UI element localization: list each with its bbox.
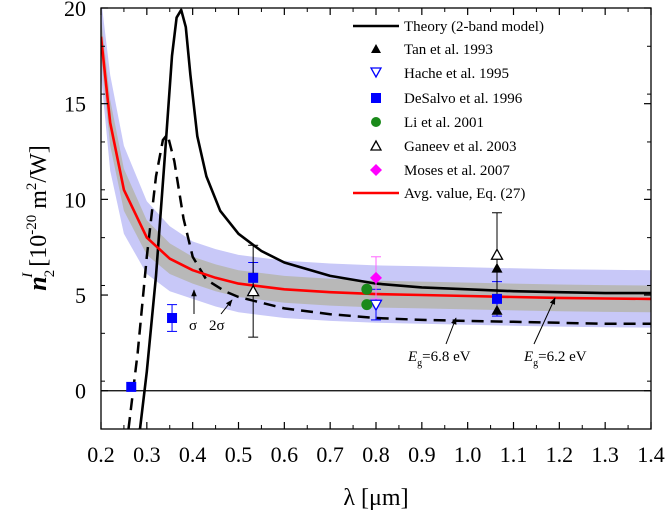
y-tick-label: 20 bbox=[64, 0, 86, 21]
data-point-ganeev bbox=[490, 248, 504, 260]
legend-label-li: Li et al. 2001 bbox=[404, 115, 484, 131]
legend-label-theory: Theory (2-band model) bbox=[404, 19, 544, 35]
data-point-desalvo bbox=[492, 293, 502, 304]
series-theory-line bbox=[137, 8, 651, 429]
confidence-bands bbox=[101, 8, 651, 328]
data-point-desalvo bbox=[248, 272, 259, 283]
legend-marker-li bbox=[371, 117, 381, 127]
eg-6-2-label: Eg=6.2 eV bbox=[523, 349, 587, 369]
x-tick-label: 0.9 bbox=[408, 442, 436, 467]
x-tick-label: 0.3 bbox=[133, 442, 161, 467]
annotations: σ 2σ Eg=6.8 eV Eg=6.2 eV bbox=[189, 289, 587, 369]
y-tick-label: 10 bbox=[64, 187, 86, 212]
legend-label-avg: Avg. value, Eq. (27) bbox=[404, 186, 525, 202]
y-tick-label: 5 bbox=[75, 283, 86, 308]
data-point-desalvo bbox=[167, 313, 178, 324]
x-tick-label: 0.5 bbox=[225, 442, 253, 467]
x-tick-label: 1.2 bbox=[546, 442, 574, 467]
legend-label-ganeev: Ganeev et al. 2003 bbox=[404, 139, 516, 155]
y-tick-label: 0 bbox=[75, 379, 86, 404]
two-sigma-annotation: 2σ bbox=[209, 318, 225, 334]
curves bbox=[101, 8, 651, 429]
x-tick-label: 0.4 bbox=[179, 442, 207, 467]
legend-label-tan: Tan et al. 1993 bbox=[404, 42, 493, 58]
legend-label-moses: Moses et al. 2007 bbox=[404, 163, 510, 179]
x-tick-label: 0.8 bbox=[362, 442, 390, 467]
series-avg-line bbox=[101, 36, 651, 301]
series-theory-dashed-line bbox=[127, 133, 651, 429]
legend-marker-tan bbox=[371, 44, 381, 53]
x-tick-label: 1.4 bbox=[637, 442, 665, 467]
eg-6-2-arrow bbox=[533, 297, 556, 345]
data-point-li bbox=[361, 283, 373, 295]
sigma-annotation: σ bbox=[189, 318, 197, 334]
data-point-li bbox=[361, 299, 373, 311]
data-point-tan bbox=[491, 262, 503, 273]
two-sigma-arrow bbox=[220, 299, 233, 315]
data-point-hache bbox=[369, 299, 383, 312]
x-tick-label: 0.2 bbox=[87, 442, 115, 467]
x-tick-label: 0.6 bbox=[271, 442, 299, 467]
x-tick-label: 1.0 bbox=[454, 442, 482, 467]
eg-6-8-label: Eg=6.8 eV bbox=[407, 349, 471, 369]
y-tick-label: 15 bbox=[64, 92, 86, 117]
tick-labels: 0.2 0.3 0.4 0.5 0.6 0.7 0.8 0.9 1.0 1.1 1.2 1.3 1.4 0… bbox=[64, 0, 665, 467]
data-point-ganeev bbox=[246, 284, 260, 297]
axes bbox=[100, 7, 652, 430]
x-axis-label: λ [μm] bbox=[343, 485, 408, 511]
eg-6-8-arrow bbox=[445, 317, 457, 345]
legend-marker-desalvo bbox=[371, 93, 381, 103]
legend-marker-hache bbox=[369, 67, 383, 79]
legend: Theory (2-band model) Tan et al. 1993 Ha… bbox=[353, 19, 544, 202]
data-point-tan bbox=[491, 304, 503, 315]
x-tick-label: 1.1 bbox=[500, 442, 528, 467]
data-point-moses bbox=[370, 271, 382, 284]
data-points bbox=[126, 248, 504, 392]
y-axis-label: n2I[10-20m2/W] bbox=[20, 145, 58, 290]
legend-marker-moses bbox=[370, 164, 382, 176]
legend-label-hache: Hache et al. 1995 bbox=[404, 66, 509, 82]
x-tick-label: 1.3 bbox=[591, 442, 619, 467]
legend-marker-ganeev bbox=[369, 139, 383, 151]
data-point-desalvo bbox=[126, 381, 137, 392]
legend-label-desalvo: DeSalvo et al. 1996 bbox=[404, 91, 523, 107]
x-tick-label: 0.7 bbox=[316, 442, 344, 467]
